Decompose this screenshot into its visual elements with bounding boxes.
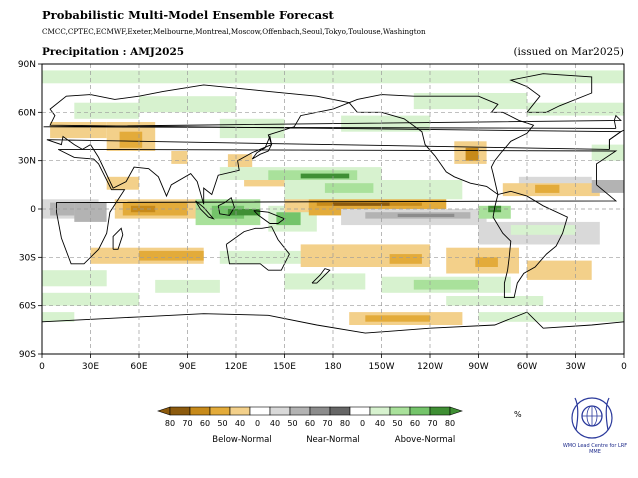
legend-category-above: Above-Normal bbox=[395, 435, 456, 445]
legend-swatch bbox=[249, 406, 271, 416]
legend-colorbar bbox=[157, 406, 463, 416]
latitude-label: 90S bbox=[19, 350, 36, 360]
legend-tick-label: 60 bbox=[305, 419, 315, 428]
legend-swatch bbox=[169, 406, 191, 416]
longitude-label: 0 bbox=[621, 362, 627, 372]
legend-tick-label: 50 bbox=[287, 419, 297, 428]
legend-tick-label: 70 bbox=[427, 419, 437, 428]
world-map-plot bbox=[41, 63, 625, 355]
longitude-label: 150E bbox=[273, 362, 296, 372]
coastline-segment bbox=[112, 227, 124, 250]
coastline-segment bbox=[195, 200, 215, 220]
coastline-segment bbox=[311, 268, 331, 284]
coastline-segment bbox=[225, 226, 290, 271]
legend-tick-label: 60 bbox=[410, 419, 420, 428]
longitude-labels: 0 30E 60E 90E 120E 150E 180 150W 120W 90W 60W 30W 0 bbox=[39, 354, 627, 372]
longitude-label: 120W bbox=[417, 362, 443, 372]
latitude-label: 0 bbox=[30, 205, 36, 215]
legend-swatch bbox=[309, 406, 331, 416]
latitude-label: 30N bbox=[18, 157, 36, 167]
longitude-label: 60E bbox=[130, 362, 147, 372]
issue-date: (issued on Mar2025) bbox=[513, 46, 624, 58]
legend-unit: % bbox=[514, 410, 522, 419]
legend-tick-label: 80 bbox=[340, 419, 350, 428]
longitude-label: 0 bbox=[39, 362, 45, 372]
latitude-labels: 90N 60N 30N 0 30S 60S 90S bbox=[18, 60, 42, 360]
longitude-label: 150W bbox=[368, 362, 394, 372]
legend-swatch bbox=[409, 406, 431, 416]
legend-tick-label: 50 bbox=[217, 419, 227, 428]
coastline-segment bbox=[348, 94, 535, 196]
contributing-centres: CMCC,CPTEC,ECMWF,Exeter,Melbourne,Montre… bbox=[42, 27, 426, 36]
legend-swatch bbox=[369, 406, 391, 416]
legend-swatch bbox=[429, 406, 451, 416]
latitude-label: 60N bbox=[18, 108, 36, 118]
legend-tick-label: 70 bbox=[182, 419, 192, 428]
coastline-segment bbox=[492, 190, 568, 299]
longitude-label: 180 bbox=[324, 362, 341, 372]
legend-tick-labels: 80 70 60 50 40 0 40 50 60 70 80 0 40 50 60 70 80 bbox=[165, 419, 455, 428]
coastline-segment bbox=[608, 129, 625, 150]
coastline-segment bbox=[217, 196, 235, 216]
legend-swatch bbox=[389, 406, 411, 416]
probability-legend: 80 70 60 50 40 0 40 50 60 70 80 0 40 50 60 70 80 % Below… bbox=[157, 406, 522, 445]
legend-tick-label: 50 bbox=[392, 419, 402, 428]
legend-tick-label: 40 bbox=[375, 419, 385, 428]
graticule bbox=[42, 64, 624, 354]
legend-extend-left bbox=[157, 406, 171, 416]
legend-category-below: Below-Normal bbox=[212, 435, 271, 445]
coastlines bbox=[41, 73, 625, 334]
legend-tick-label: 80 bbox=[165, 419, 175, 428]
wmo-logo-icon bbox=[571, 397, 613, 439]
coastline-segment bbox=[509, 73, 593, 113]
legend-swatch bbox=[289, 406, 311, 416]
coastline-segment bbox=[41, 311, 625, 334]
forecast-variable-season: Precipitation : AMJ2025 bbox=[42, 46, 185, 58]
legend-swatch bbox=[229, 406, 251, 416]
latitude-label: 60S bbox=[19, 302, 36, 312]
legend-tick-label: 80 bbox=[445, 419, 455, 428]
longitude-label: 90E bbox=[179, 362, 196, 372]
legend-swatch bbox=[349, 406, 371, 416]
legend-tick-label: 40 bbox=[270, 419, 280, 428]
logo-caption: WMO Lead Centre for LRF MME bbox=[562, 443, 628, 455]
latitude-label: 90N bbox=[18, 60, 36, 70]
legend-swatch bbox=[269, 406, 291, 416]
longitude-label: 30W bbox=[565, 362, 585, 372]
coastline-segment bbox=[251, 135, 273, 160]
longitude-label: 120E bbox=[225, 362, 248, 372]
latitude-label: 30S bbox=[19, 253, 36, 263]
longitude-label: 90W bbox=[468, 362, 488, 372]
legend-tick-label: 70 bbox=[322, 419, 332, 428]
legend-swatch bbox=[209, 406, 231, 416]
coastline-segment bbox=[56, 148, 618, 265]
legend-swatch bbox=[329, 406, 351, 416]
legend-tick-label: 0 bbox=[255, 419, 260, 428]
map-title: Probabilistic Multi-Model Ensemble Forec… bbox=[42, 8, 334, 22]
longitude-label: 30E bbox=[82, 362, 99, 372]
coastline-segment bbox=[46, 84, 623, 205]
legend-swatch bbox=[189, 406, 211, 416]
legend-category-near: Near-Normal bbox=[306, 435, 360, 445]
longitude-label: 60W bbox=[517, 362, 537, 372]
legend-tick-label: 60 bbox=[200, 419, 210, 428]
coastline-segment bbox=[253, 210, 286, 224]
legend-extend-right bbox=[449, 406, 463, 416]
legend-tick-label: 40 bbox=[235, 419, 245, 428]
legend-tick-label: 0 bbox=[360, 419, 365, 428]
